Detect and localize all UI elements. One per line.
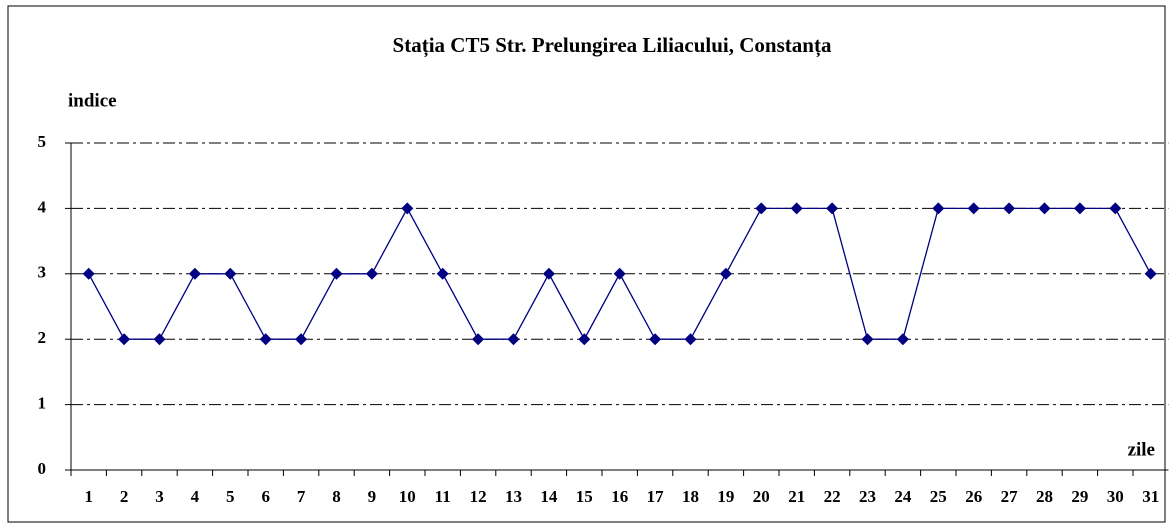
x-tick-label: 16 [611,487,628,506]
marker [1073,202,1086,215]
y-tick-label: 0 [38,459,47,478]
marker [82,267,95,280]
marker [755,202,768,215]
marker [330,267,343,280]
x-tick-label: 30 [1107,487,1124,506]
x-tick-label: 26 [965,487,982,506]
x-tick-label: 10 [399,487,416,506]
marker [365,267,378,280]
x-tick-label: 18 [682,487,699,506]
marker [1144,267,1157,280]
marker [295,333,308,346]
marker [472,333,485,346]
x-tick-label: 11 [435,487,451,506]
marker [932,202,945,215]
x-tick-label: 2 [120,487,129,506]
marker [896,333,909,346]
x-tick-label: 27 [1001,487,1019,506]
x-tick-label: 20 [753,487,770,506]
marker [578,333,591,346]
x-tick-label: 19 [717,487,734,506]
marker [507,333,520,346]
marker [118,333,131,346]
y-tick-label: 4 [38,197,47,216]
x-tick-label: 28 [1036,487,1053,506]
x-tick-label: 7 [297,487,306,506]
x-tick-label: 9 [368,487,377,506]
x-tick-label: 29 [1071,487,1088,506]
marker [861,333,874,346]
x-tick-label: 31 [1142,487,1159,506]
y-tick-label: 5 [38,132,47,151]
marker [259,333,272,346]
x-tick-label: 12 [470,487,487,506]
x-tick-label: 6 [261,487,270,506]
x-tick-label: 5 [226,487,235,506]
marker [1003,202,1016,215]
marker [224,267,237,280]
marker [967,202,980,215]
marker [153,333,166,346]
chart-title: Stația CT5 Str. Prelungirea Liliacului, … [393,33,832,58]
x-tick-label: 25 [930,487,947,506]
marker [684,333,697,346]
x-tick-label: 14 [540,487,558,506]
marker [436,267,449,280]
chart-border [7,5,1166,523]
x-tick-label: 13 [505,487,522,506]
y-tick-label: 1 [38,394,47,413]
x-tick-label: 1 [84,487,93,506]
x-tick-label: 15 [576,487,593,506]
x-tick-label: 22 [824,487,841,506]
marker [1038,202,1051,215]
y-axis-label: indice [68,90,117,111]
y-tick-label: 2 [38,328,47,347]
marker [1109,202,1122,215]
marker [188,267,201,280]
marker [790,202,803,215]
x-tick-label: 23 [859,487,876,506]
y-tick-label: 3 [38,263,47,282]
marker [649,333,662,346]
marker [826,202,839,215]
x-tick-label: 24 [894,487,912,506]
x-tick-label: 17 [647,487,665,506]
x-tick-label: 3 [155,487,164,506]
marker [542,267,555,280]
x-tick-label: 21 [788,487,805,506]
x-axis-label: zile [1128,439,1155,460]
marker [719,267,732,280]
x-tick-label: 8 [332,487,341,506]
x-tick-label: 4 [191,487,200,506]
marker [401,202,414,215]
marker [613,267,626,280]
